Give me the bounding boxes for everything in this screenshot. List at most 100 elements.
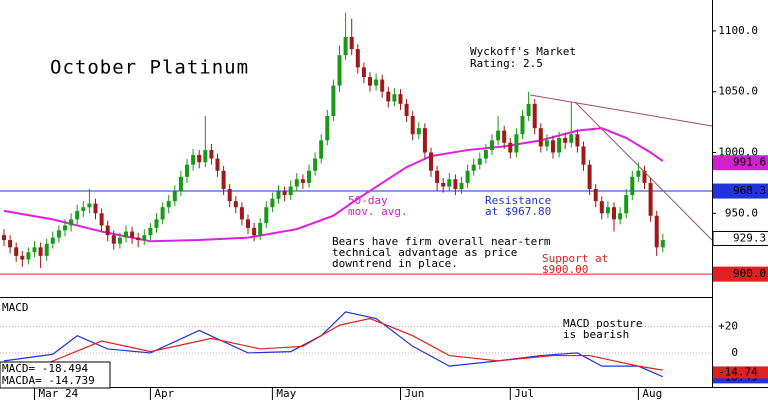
annotation: Resistance — [485, 194, 551, 207]
candle-body — [111, 235, 116, 244]
candle-body — [75, 210, 80, 220]
candle-body — [172, 191, 177, 202]
chart-title: October Platinum — [50, 57, 249, 79]
x-tick-label: Mar 24 — [39, 387, 79, 400]
legend-value: -14.739 — [48, 374, 94, 387]
annotation: Rating: 2.5 — [470, 57, 543, 70]
candle-body — [307, 170, 311, 183]
candle-body — [630, 176, 635, 196]
legend-label: MACD= — [2, 362, 35, 375]
annotation: Wyckoff's Market — [470, 45, 576, 58]
candle-body — [410, 116, 415, 135]
candle-body — [544, 140, 549, 147]
candle-body — [471, 164, 476, 171]
annotation: mov. avg. — [348, 205, 408, 218]
candle-body — [14, 247, 19, 256]
candle-body — [160, 207, 165, 220]
annotation: at $967.80 — [485, 205, 551, 218]
candle-body — [551, 140, 555, 153]
candle-body — [148, 227, 153, 236]
x-tick-label: Jun — [405, 387, 425, 400]
candle-body — [252, 227, 257, 236]
x-tick-label: May — [276, 387, 296, 400]
legend-entry: MACD= -18.494 — [2, 362, 88, 375]
annotation: MACD posture — [563, 317, 642, 330]
candle-body — [166, 201, 171, 208]
macd-line — [3, 311, 664, 378]
annotation: downtrend in place. — [332, 257, 458, 270]
candle-body — [465, 170, 470, 183]
x-tick-label: Aug — [642, 387, 662, 400]
candle-body — [319, 140, 324, 159]
candle-body — [87, 203, 92, 208]
candle-body — [191, 154, 196, 165]
candle-body — [282, 191, 287, 196]
candle-body — [313, 158, 318, 171]
candle-body — [2, 235, 6, 241]
candle-body — [599, 201, 604, 214]
candle-body — [124, 231, 128, 238]
y-tick-label: 0 — [731, 346, 738, 359]
annotation: $900.00 — [542, 263, 588, 276]
candle-body — [477, 158, 482, 165]
candle-body — [654, 215, 659, 248]
candle-body — [20, 255, 25, 260]
candle-body — [32, 247, 37, 253]
candle-body — [233, 201, 238, 208]
candle-body — [227, 188, 232, 202]
trendline — [529, 94, 713, 127]
value-label: -14.74 — [718, 365, 758, 378]
candle-body — [459, 182, 464, 189]
panel-title: MACD — [2, 301, 29, 314]
candle-body — [447, 179, 452, 187]
candle-body — [63, 225, 67, 231]
candle-body — [117, 237, 122, 244]
candle-body — [349, 36, 354, 50]
candle-body — [416, 128, 421, 135]
candle-body — [526, 103, 531, 117]
candle-body — [380, 79, 385, 92]
candle-body — [221, 170, 226, 189]
candle-body — [581, 146, 586, 165]
candle-body — [624, 195, 629, 214]
legend-box — [0, 361, 111, 389]
candle-body — [325, 116, 330, 141]
price-label: 968.3 — [733, 184, 766, 197]
candle-body — [246, 219, 250, 228]
candle-body — [557, 137, 562, 153]
candle-body — [50, 237, 55, 244]
candle-body — [288, 186, 293, 196]
y-tick-label: 1100.0 — [718, 24, 758, 37]
candle-body — [105, 225, 110, 236]
candle-body — [636, 170, 641, 177]
candle-body — [93, 203, 98, 214]
candle-body — [136, 237, 141, 241]
candle-body — [203, 150, 208, 163]
candle-body — [490, 140, 494, 151]
candle-body — [404, 103, 409, 117]
y-tick-label: +20 — [718, 319, 738, 332]
candle-body — [660, 240, 665, 248]
candle-body — [392, 94, 397, 102]
candle-body — [618, 213, 623, 220]
candle-body — [56, 230, 61, 238]
candle-body — [648, 182, 653, 216]
price-label: 991.6 — [733, 156, 766, 169]
candle-body — [605, 207, 610, 214]
candle-body — [343, 36, 348, 56]
x-tick-label: Jul — [514, 387, 534, 400]
candle-body — [44, 243, 49, 256]
candle-body — [69, 219, 74, 226]
candle-body — [99, 213, 104, 226]
legend-entry: MACDA= -14.739 — [2, 374, 95, 387]
candle-body — [429, 152, 433, 171]
legend-value: -18.494 — [42, 362, 89, 375]
candle-body — [374, 79, 379, 86]
candle-body — [483, 150, 488, 159]
candle-body — [270, 198, 275, 208]
candle-body — [209, 150, 214, 159]
candle-body — [532, 103, 537, 129]
candle-body — [197, 154, 202, 163]
